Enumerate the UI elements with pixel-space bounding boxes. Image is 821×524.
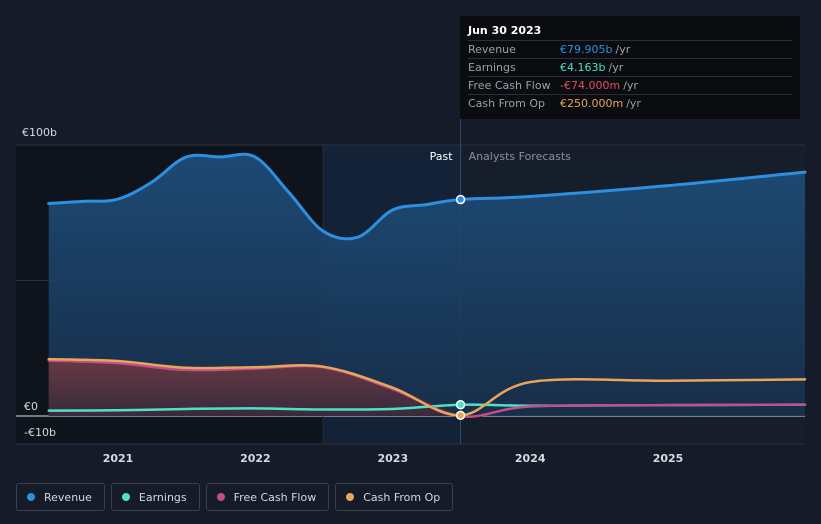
legend-label: Free Cash Flow [233,490,317,504]
x-tick-label: 2021 [103,452,134,465]
tooltip-row-revenue: Revenue €79.905b /yr [468,41,792,59]
tooltip-value: €4.163b [560,61,606,74]
forecast-label: Analysts Forecasts [469,150,572,163]
tooltip-value: -€74.000m [560,79,621,92]
revenue-area [48,154,806,416]
tooltip-row-earnings: Earnings €4.163b /yr [468,59,792,77]
legend-item-cash-from-op[interactable]: Cash From Op [335,483,454,511]
cash-from-op-marker [455,410,466,421]
legend-label: Revenue [44,490,92,504]
tooltip-row-cash-from-op: Cash From Op €250.000m /yr [468,95,792,112]
x-tick-label: 2025 [653,452,684,465]
revenue-marker [455,194,466,205]
revenue-line [47,152,807,241]
legend: Revenue Earnings Free Cash Flow Cash Fro… [16,483,454,511]
cash-from-op-area [48,359,461,416]
tooltip-date: Jun 30 2023 [468,22,792,41]
legend-item-free-cash-flow[interactable]: Free Cash Flow [205,483,330,511]
tooltip-unit: /yr [615,43,631,56]
tooltip-label: Free Cash Flow [468,79,551,92]
tooltip-row-free-cash-flow: Free Cash Flow -€74.000m /yr [468,77,792,95]
earnings-marker [455,399,466,410]
legend-label: Earnings [138,490,187,504]
tooltip-unit: /yr [626,97,641,110]
x-tick-label: 2023 [377,452,408,465]
x-tick-label: 2022 [240,452,271,465]
free-cash-flow-dot-icon [216,493,225,501]
tooltip-value: €250.000m [560,97,624,110]
tooltip-label: Earnings [468,61,516,74]
cash-from-op-dot-icon [346,493,355,501]
tooltip-unit: /yr [608,61,624,74]
legend-label: Cash From Op [363,490,441,504]
tooltip-unit: /yr [623,79,638,92]
tooltip-label: Cash From Op [468,97,546,110]
cash-from-op-line [47,357,807,417]
tooltip-label: Revenue [468,43,516,56]
tooltip-value: €79.905b [560,43,613,56]
y-tick-label: €100b [22,126,57,139]
revenue-dot-icon [27,493,35,501]
y-tick-label: €0 [24,400,38,413]
past-label: Past [430,150,454,163]
legend-item-earnings[interactable]: Earnings [110,483,200,511]
legend-item-revenue[interactable]: Revenue [16,483,105,511]
tooltip: Jun 30 2023 Revenue €79.905b /yr Earning… [460,16,800,119]
earnings-dot-icon [121,493,130,501]
y-tick-label: -€10b [24,426,56,439]
x-tick-label: 2024 [515,452,546,465]
